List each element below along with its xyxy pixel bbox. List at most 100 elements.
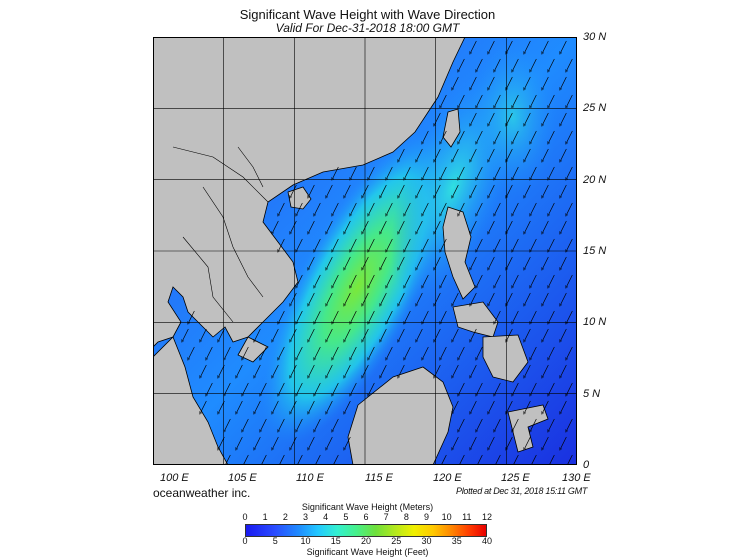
wave-arrow	[308, 256, 315, 269]
wave-arrow	[242, 454, 249, 465]
wave-arrow	[560, 76, 567, 89]
wave-arrow	[566, 418, 573, 431]
wave-arrow	[452, 76, 459, 89]
wave-arrow	[458, 130, 465, 143]
wave-arrow	[188, 346, 195, 359]
wave-arrow	[254, 436, 261, 449]
legend-meters-tick: 2	[282, 512, 288, 522]
wave-arrow	[206, 346, 213, 359]
wave-arrow	[434, 364, 441, 377]
wave-arrow	[542, 328, 549, 341]
wave-arrow	[530, 274, 537, 287]
wave-arrow	[488, 292, 495, 305]
wave-arrow	[218, 328, 225, 341]
wave-arrow	[458, 454, 465, 465]
legend-feet-tick: 40	[481, 536, 492, 546]
wave-arrow	[476, 94, 483, 107]
wave-arrow	[494, 454, 501, 465]
wave-arrow	[530, 94, 537, 107]
wave-height-map	[153, 37, 577, 465]
wave-arrow	[296, 310, 303, 323]
map-title: Significant Wave Height with Wave Direct…	[239, 7, 496, 22]
wave-arrow	[236, 436, 243, 449]
wave-arrow	[542, 364, 549, 377]
wave-arrow	[362, 256, 369, 269]
lon-label: 120 E	[433, 472, 462, 484]
wave-arrow	[470, 400, 477, 413]
wave-arrow	[470, 184, 477, 197]
legend-meters-tick: 12	[481, 512, 492, 522]
wave-arrow	[362, 328, 369, 341]
wave-arrow	[512, 94, 519, 107]
wave-arrow	[416, 184, 423, 197]
wave-arrow	[452, 364, 459, 377]
wave-arrow	[476, 346, 483, 359]
legend-meters-tick: 9	[423, 512, 429, 522]
wave-arrow	[422, 202, 429, 215]
wave-arrow	[350, 202, 357, 215]
wave-arrow	[254, 364, 261, 377]
wave-arrow	[188, 310, 195, 323]
wave-arrow	[314, 202, 321, 215]
lon-label: 130 E	[562, 472, 591, 484]
wave-arrow	[242, 346, 249, 359]
wave-arrow	[530, 130, 537, 143]
wave-arrow	[494, 166, 501, 179]
wave-arrow	[380, 184, 387, 197]
wave-arrow	[326, 400, 333, 413]
wave-arrow	[440, 346, 447, 359]
wave-arrow	[404, 202, 411, 215]
wave-arrow	[272, 220, 279, 233]
wave-arrow	[422, 130, 429, 143]
wave-arrow	[524, 76, 531, 89]
wave-arrow	[470, 328, 477, 341]
wave-arrow	[332, 238, 339, 251]
wave-arrow	[308, 328, 315, 341]
wave-arrow	[260, 454, 267, 465]
wave-arrow	[470, 364, 477, 377]
wave-arrow	[344, 328, 351, 341]
wave-arrow	[200, 364, 207, 377]
wave-arrow	[182, 328, 189, 341]
wave-arrow	[488, 400, 495, 413]
wave-arrow	[458, 58, 465, 71]
wave-arrow	[254, 400, 261, 413]
wave-arrow	[560, 400, 567, 413]
lat-label: 15 N	[583, 245, 607, 257]
wave-arrow	[542, 256, 549, 269]
wave-arrow	[368, 346, 375, 359]
wave-arrow	[560, 184, 567, 197]
wave-arrow	[548, 238, 555, 251]
wave-arrow	[290, 184, 297, 197]
wave-arrow	[368, 382, 375, 395]
lon-label: 115 E	[365, 472, 393, 484]
wave-arrow	[350, 310, 357, 323]
wave-arrow	[332, 346, 339, 359]
wave-arrow	[332, 202, 339, 215]
wave-arrow	[242, 382, 249, 395]
lon-label: 105 E	[228, 472, 257, 484]
wave-arrow	[314, 418, 321, 431]
wave-arrow	[494, 202, 501, 215]
wave-arrow	[434, 112, 441, 125]
wave-arrow	[524, 364, 531, 377]
wave-arrow	[326, 364, 333, 377]
wave-arrow	[326, 436, 333, 449]
wave-arrow	[308, 184, 315, 197]
wave-arrow	[308, 220, 315, 233]
wave-arrow	[506, 184, 513, 197]
wave-arrow	[314, 274, 321, 287]
wave-arrow	[332, 382, 339, 395]
wave-arrow	[278, 310, 285, 323]
wave-arrow	[512, 418, 519, 431]
lat-label: 5 N	[583, 388, 601, 400]
wave-arrow	[314, 238, 321, 251]
wave-arrow	[332, 274, 339, 287]
wave-arrow	[344, 400, 351, 413]
wave-arrow	[452, 184, 459, 197]
wave-arrow	[332, 310, 339, 323]
wave-arrow	[512, 454, 519, 465]
wave-arrow	[524, 40, 531, 53]
wave-arrow	[542, 184, 549, 197]
wave-arrow	[308, 400, 315, 413]
